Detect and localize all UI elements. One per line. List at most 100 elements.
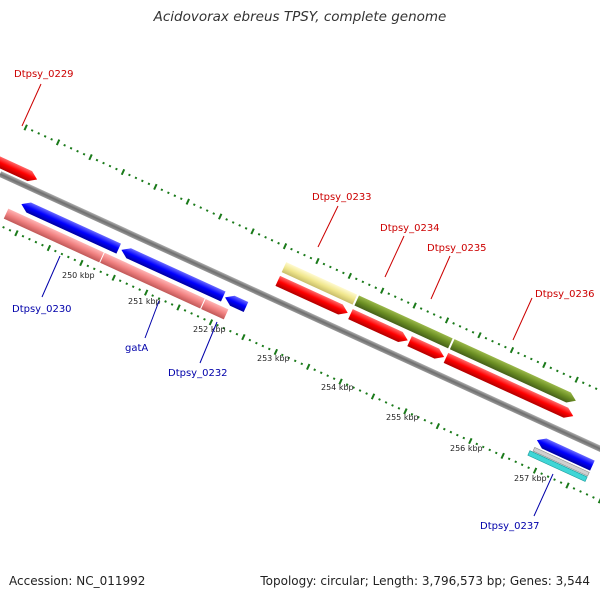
upper-tick — [380, 287, 385, 294]
scale-label-251: 251 kbp — [128, 297, 161, 306]
gene-label-dtpsy-0237[interactable]: Dtpsy_0237 — [480, 521, 540, 532]
lower-tick — [527, 466, 530, 470]
upper-tick — [452, 322, 455, 325]
lower-tick — [365, 392, 368, 395]
upper-tick — [536, 360, 540, 364]
upper-tick — [270, 238, 274, 242]
upper-tick — [523, 354, 527, 358]
upper-tick — [115, 167, 118, 171]
upper-tick — [549, 366, 553, 370]
gene-label-dtpsy-0229[interactable]: Dtpsy_0229 — [14, 69, 74, 80]
gene-grey-thin[interactable] — [532, 447, 590, 477]
upper-tick — [426, 310, 429, 313]
upper-tick — [393, 295, 397, 298]
lower-tick — [293, 359, 297, 363]
upper-tick — [290, 247, 293, 251]
upper-tick — [199, 206, 203, 209]
gene-dtpsy-0233[interactable] — [281, 262, 358, 305]
upper-tick — [347, 272, 353, 280]
gene-dtpsy-0237[interactable] — [535, 435, 595, 471]
gene-dtpsy-0229[interactable] — [0, 151, 39, 184]
upper-tick — [218, 213, 223, 220]
lower-tick — [319, 371, 323, 375]
lower-tick — [378, 398, 381, 401]
upper-tick — [50, 138, 53, 141]
leader-line-gatA — [144, 300, 160, 339]
gene-label-dtpsy-0236[interactable]: Dtpsy_0236 — [535, 289, 595, 300]
lower-tick — [280, 353, 284, 357]
gene-dtpsy-0230[interactable] — [19, 199, 121, 254]
upper-tick — [471, 330, 475, 334]
upper-tick — [530, 357, 533, 361]
leader-line-0236 — [512, 297, 533, 341]
upper-tick — [361, 280, 365, 284]
lower-tick — [546, 475, 550, 478]
upper-tick — [134, 176, 138, 180]
gene-pink-2[interactable] — [100, 252, 205, 309]
upper-tick — [542, 361, 547, 369]
lower-tick — [170, 303, 174, 306]
lower-tick — [14, 230, 19, 237]
gene-label-gatA[interactable]: gatA — [125, 343, 148, 354]
gene-dtpsy-0234[interactable] — [354, 295, 453, 349]
upper-tick — [277, 241, 280, 245]
upper-tick — [367, 283, 371, 287]
scale-label-253: 253 kbp — [257, 354, 290, 363]
upper-tick — [484, 336, 488, 340]
upper-tick — [153, 183, 158, 190]
gene-label-dtpsy-0233[interactable]: Dtpsy_0233 — [312, 192, 372, 203]
gene-red-2[interactable] — [348, 309, 410, 345]
upper-tick — [315, 257, 320, 265]
upper-tick — [509, 346, 515, 354]
upper-tick — [192, 203, 196, 206]
upper-tick — [167, 191, 170, 195]
lower-tick — [176, 304, 181, 311]
upper-tick — [69, 146, 73, 150]
lower-tick — [151, 294, 154, 297]
lower-tick — [391, 404, 394, 407]
accession-text: Accession: NC_011992 — [9, 574, 146, 588]
upper-tick — [205, 209, 209, 212]
lower-tick — [99, 270, 103, 274]
gene-gatA[interactable] — [119, 245, 226, 302]
gene-label-dtpsy-0230[interactable]: Dtpsy_0230 — [12, 304, 72, 315]
backbone — [0, 171, 600, 460]
lower-tick — [326, 374, 329, 378]
lower-tick — [553, 478, 556, 481]
upper-tick — [387, 292, 391, 296]
upper-tick — [173, 194, 177, 198]
gene-dtpsy-0232[interactable] — [223, 292, 249, 312]
upper-tick — [504, 345, 507, 349]
lower-tick — [592, 496, 595, 499]
lower-tick — [287, 356, 291, 360]
upper-tick — [568, 375, 572, 379]
lower-tick — [255, 341, 258, 345]
upper-tick — [250, 228, 255, 235]
gene-label-dtpsy-0232[interactable]: Dtpsy_0232 — [168, 368, 228, 379]
lower-tick — [2, 225, 5, 229]
gene-red-1[interactable] — [275, 275, 350, 318]
leader-line-0232 — [199, 321, 218, 364]
gene-dtpsy-0235-0236[interactable] — [449, 339, 578, 406]
lower-tick — [105, 273, 109, 277]
gene-pink-1[interactable] — [3, 208, 104, 263]
lower-tick — [144, 289, 149, 296]
gene-pink-3[interactable] — [201, 298, 229, 320]
lower-tick — [46, 244, 52, 252]
gene-label-dtpsy-0235[interactable]: Dtpsy_0235 — [427, 243, 487, 254]
scale-label-257: 257 kbp — [514, 474, 547, 483]
gene-red-3[interactable] — [407, 336, 446, 362]
lower-tick — [60, 252, 64, 256]
upper-tick — [309, 256, 313, 260]
gene-label-dtpsy-0234[interactable]: Dtpsy_0234 — [380, 223, 440, 234]
gene-cyan-thin[interactable] — [527, 450, 588, 482]
gene-red-4[interactable] — [443, 352, 576, 421]
lower-tick — [397, 407, 401, 410]
lower-tick — [261, 344, 265, 348]
sequence-track — [0, 124, 600, 504]
upper-tick — [37, 132, 41, 135]
lower-tick — [585, 493, 589, 496]
lower-tick — [520, 463, 524, 467]
lower-tick — [338, 378, 343, 385]
upper-tick — [588, 384, 592, 388]
